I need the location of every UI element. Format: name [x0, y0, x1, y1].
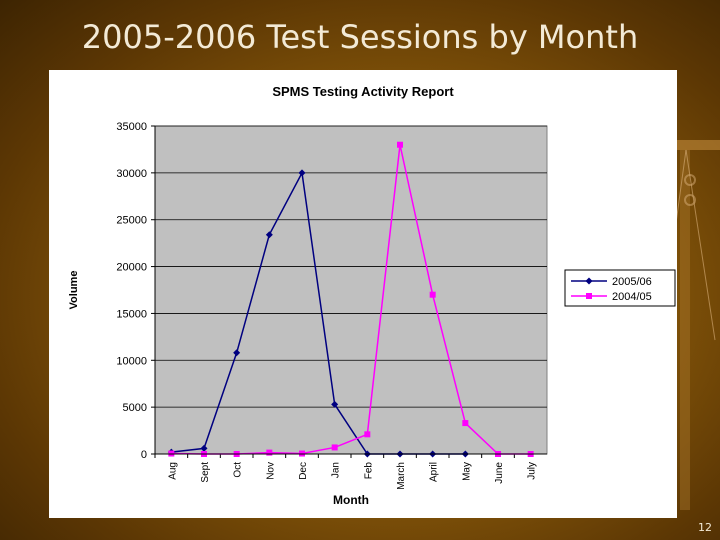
- x-tick-label-2: Oct: [233, 462, 244, 478]
- x-tick-label-3: Nov: [265, 462, 276, 480]
- line-chart: SPMS Testing Activity Report 0 5000 10000 1…: [68, 84, 676, 507]
- y-axis-label: Volume: [68, 271, 80, 310]
- page-number: 12: [698, 521, 712, 534]
- x-tick-label-7: March: [396, 462, 407, 490]
- gridlines: [151, 125, 547, 455]
- x-tick-label-8: April: [429, 462, 440, 482]
- series-0-point-5: [331, 400, 339, 408]
- x-tick-label-11: July: [527, 462, 538, 480]
- series-0-point-2: [233, 349, 241, 357]
- legend-marker-1: [586, 293, 592, 299]
- x-tick-label-5: Jan: [331, 462, 342, 478]
- legend-marker-0: [585, 277, 593, 285]
- x-tick-label-10: June: [494, 462, 505, 484]
- plot-area: [154, 125, 548, 455]
- x-tick-label-9: May: [461, 462, 472, 481]
- chart-panel: SPMS Testing Activity Report 0 5000 10000 1…: [49, 70, 677, 518]
- legend-box: [564, 269, 676, 307]
- y-tick-label-2: 10000: [116, 355, 147, 367]
- series-1-point-3: [266, 449, 273, 456]
- series-0-point-1: [200, 444, 208, 452]
- x-tick-label-0: Aug: [167, 462, 178, 480]
- x-axis-label: Month: [333, 493, 369, 507]
- y-axis-ticks: 0 5000 10000 15000 20000 25000 30000 35000: [116, 121, 147, 461]
- series-1-point-7: [397, 141, 403, 148]
- chart-title: SPMS Testing Activity Report: [272, 84, 454, 99]
- y-tick-label-1: 5000: [123, 402, 147, 414]
- y-tick-label-4: 20000: [116, 262, 147, 274]
- legend: 2005/06 2004/05: [564, 269, 676, 307]
- series-0-point-4: [298, 169, 306, 177]
- series-1-point-9: [462, 420, 469, 427]
- y-tick-label-5: 25000: [116, 215, 147, 227]
- y-tick-label-0: 0: [141, 449, 147, 461]
- x-tick-label-4: Dec: [298, 462, 309, 480]
- series-1-point-5: [331, 444, 338, 451]
- series-1-point-6: [364, 431, 371, 438]
- legend-label-1: 2004/05: [612, 291, 652, 303]
- x-tick-label-1: Sept: [200, 462, 211, 483]
- x-axis-ticks: Aug Sept Oct Nov Dec Jan Feb March April May June J…: [154, 454, 538, 490]
- legend-label-0: 2005/06: [612, 276, 652, 288]
- series-0-point-3: [265, 231, 273, 239]
- y-tick-label-3: 15000: [116, 308, 147, 320]
- series-1-point-8: [429, 291, 436, 298]
- y-tick-label-7: 35000: [116, 121, 147, 133]
- x-tick-label-6: Feb: [363, 462, 374, 480]
- slide-title: 2005-2006 Test Sessions by Month: [81, 18, 639, 56]
- y-tick-label-6: 30000: [116, 168, 147, 180]
